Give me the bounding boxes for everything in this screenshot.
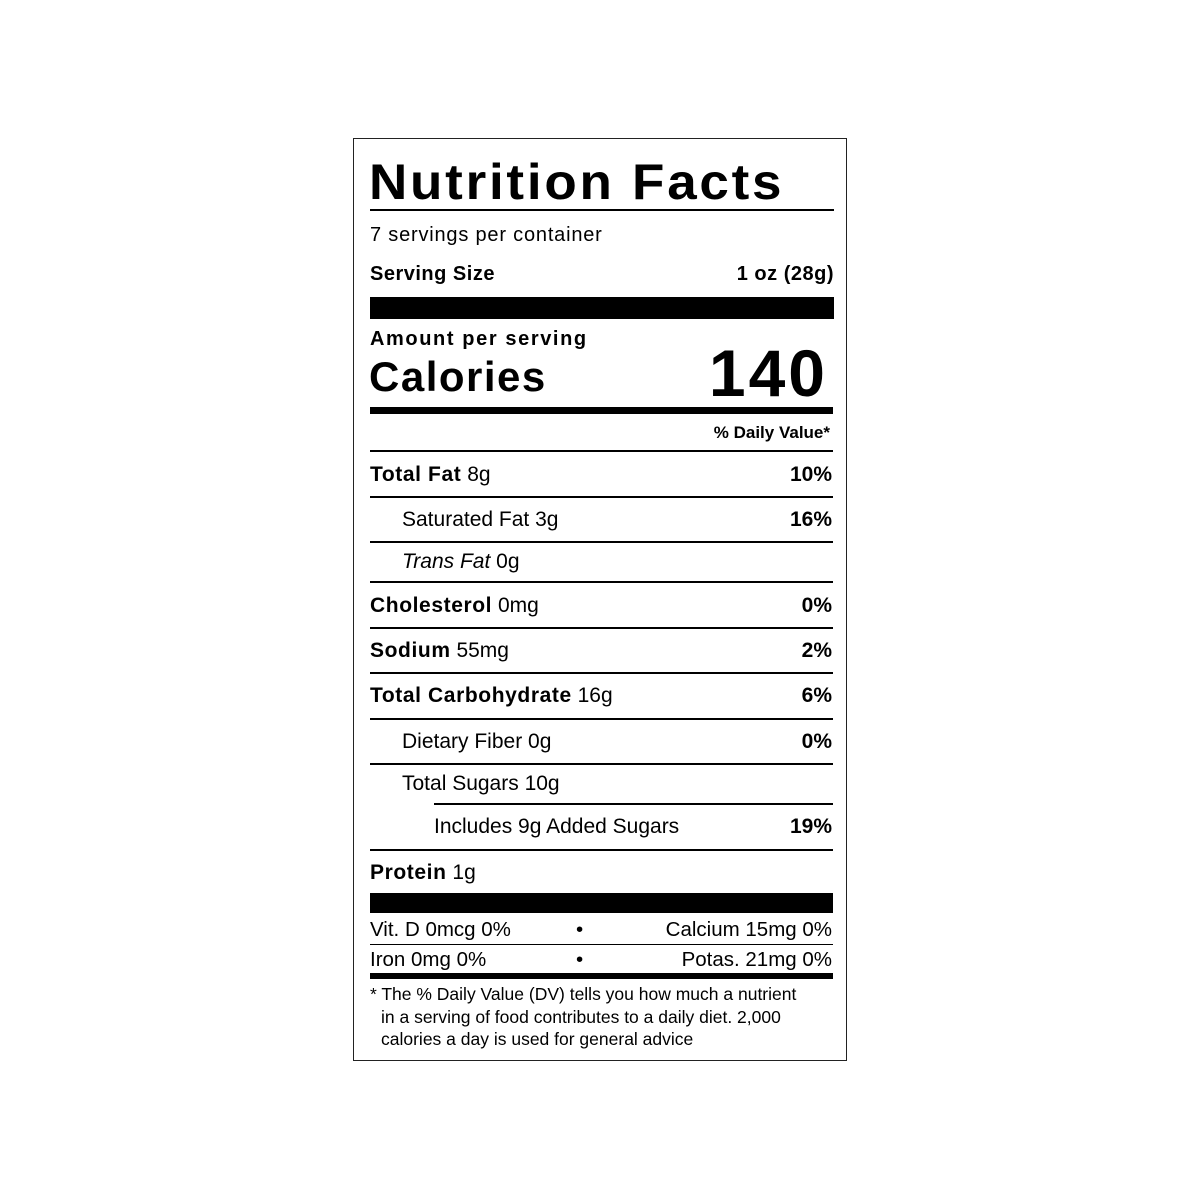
footnote-line: in a serving of food contributes to a da… bbox=[381, 1006, 781, 1027]
nutrient-row: Sodium 55mg 2% bbox=[370, 636, 832, 666]
footnote: * The % Daily Value (DV) tells you how m… bbox=[370, 983, 796, 1051]
divider bbox=[434, 803, 833, 805]
divider bbox=[370, 944, 833, 945]
nutrient-name: Total Sugars bbox=[402, 772, 519, 795]
footnote-line: * The % Daily Value (DV) tells you how m… bbox=[370, 984, 797, 1004]
bullet-separator: • bbox=[576, 948, 584, 971]
nutrient-label: Trans Fat 0g bbox=[402, 547, 520, 577]
nutrient-amount: 55mg bbox=[456, 639, 509, 662]
nutrient-row: Total Fat 8g 10% bbox=[370, 460, 832, 490]
nutrient-name: Total Fat bbox=[370, 463, 462, 486]
nutrient-name: Total Carbohydrate bbox=[370, 684, 572, 707]
vitamin-right: Potas. 21mg 0% bbox=[681, 948, 832, 971]
nutrient-row: Total Sugars 10g bbox=[370, 769, 832, 799]
vitamin-right: Calcium 15mg 0% bbox=[665, 918, 832, 941]
divider bbox=[370, 763, 833, 765]
nutrient-name: Protein bbox=[370, 861, 447, 884]
nutrient-name: Dietary Fiber bbox=[402, 730, 523, 753]
nutrient-name: Trans Fat bbox=[402, 550, 491, 573]
divider bbox=[370, 718, 833, 720]
serving-size-value: 1 oz (28g) bbox=[736, 263, 834, 285]
nutrient-label: Total Carbohydrate 16g bbox=[370, 681, 613, 711]
nutrient-amount: 0g bbox=[496, 550, 520, 573]
nutrient-label: Saturated Fat 3g bbox=[402, 505, 558, 535]
nutrient-amount: 10g bbox=[524, 772, 560, 795]
nutrient-daily-value: 10% bbox=[789, 463, 832, 486]
thick-divider bbox=[370, 973, 833, 979]
label-title: Nutrition Facts bbox=[369, 154, 785, 210]
nutrient-label: Sodium 55mg bbox=[370, 636, 509, 666]
nutrient-daily-value: 0% bbox=[801, 730, 832, 753]
calories-value: 140 bbox=[708, 336, 828, 410]
divider bbox=[370, 496, 833, 498]
nutrient-daily-value: 6% bbox=[801, 684, 832, 707]
footnote-line: calories a day is used for general advic… bbox=[381, 1029, 694, 1049]
nutrient-name: Saturated Fat bbox=[402, 508, 530, 531]
divider bbox=[370, 581, 833, 583]
servings-per-container: 7 servings per container bbox=[370, 224, 603, 246]
nutrient-label: Includes 9g Added Sugars bbox=[434, 812, 679, 842]
nutrient-amount: 3g bbox=[535, 508, 559, 531]
vitamin-left: Iron 0mg 0% bbox=[370, 948, 487, 971]
thick-divider bbox=[370, 407, 833, 414]
divider bbox=[370, 209, 834, 211]
nutrient-row: Protein 1g bbox=[370, 858, 832, 888]
divider bbox=[370, 849, 833, 851]
nutrient-row: Cholesterol 0mg 0% bbox=[370, 591, 832, 621]
calories-label: Calories bbox=[369, 353, 547, 400]
divider bbox=[370, 672, 833, 674]
nutrient-name: Includes 9g Added Sugars bbox=[434, 815, 680, 838]
nutrient-daily-value: 19% bbox=[789, 815, 832, 838]
divider bbox=[370, 450, 833, 452]
divider bbox=[370, 541, 833, 543]
divider bbox=[370, 627, 833, 629]
nutrient-daily-value: 0% bbox=[801, 594, 832, 617]
nutrient-amount: 0mg bbox=[497, 594, 539, 617]
thick-divider bbox=[370, 297, 834, 319]
nutrient-amount: 8g bbox=[467, 463, 491, 486]
nutrient-label: Total Fat 8g bbox=[370, 460, 491, 490]
nutrient-label: Cholesterol 0mg bbox=[370, 591, 539, 621]
nutrient-row: Saturated Fat 3g 16% bbox=[370, 505, 832, 535]
nutrient-daily-value: 16% bbox=[789, 508, 832, 531]
vitamin-left: Vit. D 0mcg 0% bbox=[370, 918, 511, 941]
nutrient-daily-value: 2% bbox=[801, 639, 832, 662]
nutrient-row: Includes 9g Added Sugars 19% bbox=[370, 812, 832, 842]
nutrient-label: Total Sugars 10g bbox=[402, 769, 560, 799]
thick-divider bbox=[370, 893, 833, 913]
bullet-separator: • bbox=[576, 918, 584, 941]
amount-per-serving: Amount per serving bbox=[370, 328, 588, 350]
nutrient-label: Protein 1g bbox=[370, 858, 476, 888]
nutrient-row: Dietary Fiber 0g 0% bbox=[370, 727, 832, 757]
nutrient-amount: 16g bbox=[577, 684, 613, 707]
nutrient-row: Trans Fat 0g bbox=[370, 547, 832, 577]
daily-value-header: % Daily Value* bbox=[713, 423, 830, 442]
vitamin-row: Iron 0mg 0% • Potas. 21mg 0% bbox=[370, 945, 832, 975]
nutrient-row: Total Carbohydrate 16g 6% bbox=[370, 681, 832, 711]
nutrient-name: Sodium bbox=[370, 639, 451, 662]
nutrient-amount: 0g bbox=[528, 730, 552, 753]
nutrient-amount: 1g bbox=[452, 861, 476, 884]
nutrient-name: Cholesterol bbox=[370, 594, 493, 617]
serving-size-label: Serving Size bbox=[370, 263, 495, 285]
nutrition-facts-label: Nutrition Facts 7 servings per container… bbox=[353, 138, 847, 1061]
nutrient-label: Dietary Fiber 0g bbox=[402, 727, 551, 757]
vitamin-row: Vit. D 0mcg 0% • Calcium 15mg 0% bbox=[370, 915, 832, 945]
